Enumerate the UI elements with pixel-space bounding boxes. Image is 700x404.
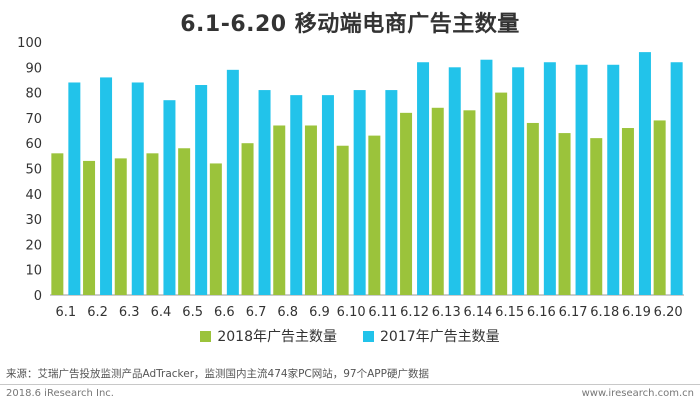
bar-2018	[463, 110, 476, 295]
bar-2017	[68, 82, 81, 295]
bar-2018	[653, 120, 666, 296]
legend: 2018年广告主数量 2017年广告主数量	[0, 326, 700, 346]
x-tick-label: 6.10	[337, 305, 366, 320]
copyright-text: 2018.6 iResearch Inc.	[6, 388, 114, 399]
x-tick-label: 6.12	[400, 305, 429, 320]
x-tick-label: 6.20	[654, 305, 683, 320]
bar-2018	[558, 133, 571, 295]
bar-2017	[448, 67, 461, 295]
bar-2018	[368, 135, 381, 295]
bar-2018	[114, 158, 127, 295]
x-tick-label: 6.6	[214, 305, 235, 320]
x-tick-label: 6.2	[87, 305, 108, 320]
bar-2018	[209, 163, 222, 295]
bar-2017	[353, 90, 366, 295]
bar-2018	[241, 143, 254, 295]
bar-2018	[304, 125, 317, 296]
bar-2018	[146, 153, 159, 295]
x-tick-label: 6.11	[368, 305, 397, 320]
bar-2017	[290, 95, 303, 295]
bar-2017	[195, 85, 208, 295]
x-tick-label: 6.9	[309, 305, 330, 320]
y-tick-label: 80	[25, 87, 42, 102]
x-tick-label: 6.13	[432, 305, 461, 320]
y-tick-label: 60	[25, 137, 42, 152]
footer-divider	[0, 384, 700, 385]
legend-label-2017: 2017年广告主数量	[380, 329, 500, 345]
bar-2017	[163, 100, 176, 295]
bar-2017	[512, 67, 525, 295]
bar-2018	[400, 112, 413, 295]
y-tick-label: 90	[25, 61, 42, 76]
bar-2017	[670, 62, 683, 295]
bar-2017	[131, 82, 144, 295]
x-tick-label: 6.3	[119, 305, 140, 320]
bar-2018	[590, 138, 603, 295]
bar-2018	[83, 160, 96, 295]
bar-2017	[417, 62, 430, 295]
y-tick-label: 70	[25, 112, 42, 127]
bar-2017	[480, 59, 493, 296]
bar-2018	[526, 122, 539, 296]
x-tick-label: 6.19	[622, 305, 651, 320]
website-link[interactable]: www.iresearch.com.cn	[581, 388, 694, 399]
y-tick-label: 50	[25, 163, 42, 178]
x-tick-label: 6.15	[495, 305, 524, 320]
bar-2017	[385, 90, 398, 295]
y-tick-label: 20	[25, 238, 42, 253]
x-tick-label: 6.17	[559, 305, 588, 320]
bar-2017	[100, 77, 113, 295]
bar-2018	[431, 107, 444, 295]
x-tick-label: 6.8	[277, 305, 298, 320]
bar-2017	[575, 64, 588, 296]
bar-2017	[226, 69, 239, 295]
y-axis: 0 10 20 30 40 50 60 70 80 90 100	[17, 36, 42, 304]
y-tick-label: 40	[25, 188, 42, 203]
x-tick-label: 6.4	[151, 305, 172, 320]
x-tick-label: 6.1	[56, 305, 77, 320]
bar-2018	[336, 145, 349, 295]
bar-2018	[621, 128, 634, 295]
legend-item-2018: 2018年广告主数量	[200, 326, 337, 346]
bar-2018	[495, 92, 508, 295]
x-tick-label: 6.7	[246, 305, 267, 320]
y-tick-label: 10	[25, 264, 42, 279]
x-tick-label: 6.18	[590, 305, 619, 320]
y-tick-label: 30	[25, 213, 42, 228]
x-tick-label: 6.14	[463, 305, 492, 320]
x-tick-label: 6.5	[182, 305, 203, 320]
legend-swatch-2018	[200, 330, 212, 342]
bars	[51, 52, 683, 296]
source-note: 来源：艾瑞广告投放监测产品AdTracker，监测国内主流474家PC网站，97…	[6, 368, 429, 380]
bar-2018	[178, 148, 191, 295]
legend-label-2018: 2018年广告主数量	[217, 329, 337, 345]
x-axis: 6.1 6.2 6.3 6.4 6.5 6.6 6.7 6.8 6.9 6.10 6.11 6.12 6…	[50, 294, 684, 320]
bar-2017	[543, 62, 556, 295]
bar-2018	[51, 153, 64, 295]
x-tick-label: 6.16	[527, 305, 556, 320]
chart-title: 6.1-6.20 移动端电商广告主数量	[180, 12, 520, 37]
bar-2017	[607, 64, 620, 296]
bar-2017	[638, 52, 651, 296]
bar-2017	[258, 90, 271, 295]
y-tick-label: 100	[17, 36, 42, 51]
legend-swatch-2017	[363, 330, 374, 342]
bar-2018	[273, 125, 286, 296]
legend-item-2017: 2017年广告主数量	[363, 326, 500, 346]
y-tick-label: 0	[34, 289, 42, 304]
bar-2017	[321, 95, 334, 295]
